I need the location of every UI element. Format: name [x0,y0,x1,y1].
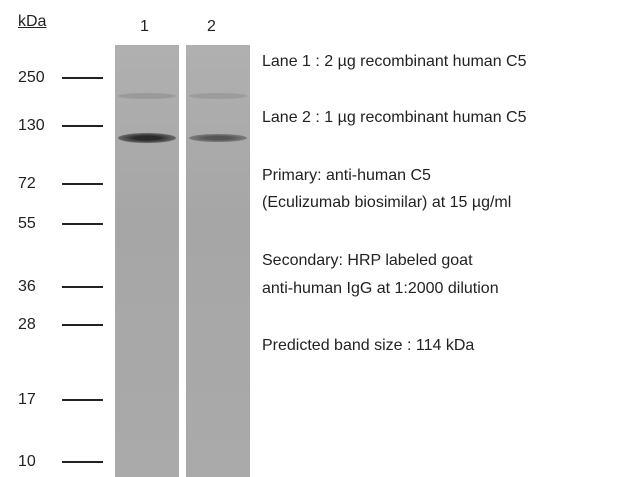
marker-tick [62,399,103,401]
marker-label: 10 [18,454,58,470]
marker-tick [62,183,103,185]
unit-label: kDa [18,14,46,30]
note: (Eculizumab biosimilar) at 15 µg/ml [262,195,511,211]
marker-label: 72 [18,176,58,192]
marker-tick [62,77,103,79]
note: Primary: anti-human C5 [262,168,431,184]
note: anti-human IgG at 1:2000 dilution [262,281,499,297]
band [189,134,247,142]
marker-label: 130 [18,118,58,134]
note: Predicted band size : 114 kDa [262,338,474,354]
marker-label: 17 [18,392,58,408]
figure: kDa 1 2 250 130 72 55 36 28 17 10 Lane 1 : 2 µg… [0,0,621,477]
lane-number: 1 [140,19,149,35]
marker-tick [62,223,103,225]
lane-number: 2 [207,19,216,35]
marker-label: 55 [18,216,58,232]
marker-label: 28 [18,317,58,333]
lane-1 [115,45,179,477]
marker-tick [62,461,103,463]
marker-label: 250 [18,70,58,86]
band [118,133,176,143]
marker-tick [62,286,103,288]
marker-label: 36 [18,279,58,295]
faint-band [118,93,176,99]
note: Secondary: HRP labeled goat [262,253,473,269]
faint-band [189,93,247,99]
marker-tick [62,125,103,127]
lane-2 [186,45,250,477]
note: Lane 1 : 2 µg recombinant human C5 [262,54,527,70]
marker-tick [62,324,103,326]
note: Lane 2 : 1 µg recombinant human C5 [262,110,527,126]
